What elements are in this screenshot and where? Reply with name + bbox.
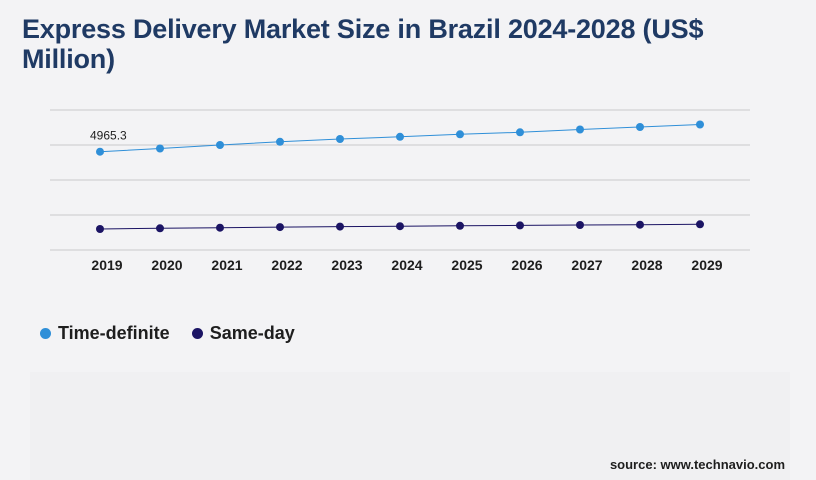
background-panel bbox=[30, 372, 790, 480]
data-point-same-day-2020 bbox=[156, 224, 164, 233]
legend-label-same-day: Same-day bbox=[209, 323, 295, 343]
data-point-same-day-2023 bbox=[336, 222, 344, 231]
x-tick-2023: 2023 bbox=[331, 257, 362, 273]
data-point-same-day-2019 bbox=[96, 225, 104, 233]
x-tick-2020: 2020 bbox=[151, 257, 182, 273]
chart-title: Express Delivery Market Size in Brazil 2… bbox=[22, 14, 704, 74]
data-point-time-definite-2027 bbox=[576, 125, 584, 134]
legend-marker-time-definite bbox=[40, 328, 51, 339]
data-point-time-definite-2026 bbox=[516, 128, 524, 137]
data-point-same-day-2028 bbox=[636, 220, 644, 229]
data-point-same-day-2029 bbox=[696, 220, 704, 229]
legend-item-same-day: Same-day bbox=[191, 323, 295, 344]
x-tick-2022: 2022 bbox=[271, 257, 302, 273]
data-point-time-definite-2028 bbox=[636, 123, 644, 131]
data-point-time-definite-2029 bbox=[696, 120, 704, 129]
x-tick-2024: 2024 bbox=[391, 257, 422, 273]
x-tick-2029: 2029 bbox=[691, 257, 722, 273]
data-labels: 4965.3 bbox=[90, 129, 127, 143]
data-point-time-definite-2025 bbox=[456, 130, 464, 139]
data-label-time-definite-2019: 4965.3 bbox=[90, 129, 127, 143]
data-points bbox=[96, 120, 704, 233]
x-tick-2027: 2027 bbox=[571, 257, 602, 273]
x-axis-ticks: 2019 2020 2021 2022 2023 2024 2025 2026 2027 2028… bbox=[91, 257, 722, 273]
data-point-same-day-2025 bbox=[456, 221, 464, 230]
data-point-time-definite-2019 bbox=[96, 147, 104, 156]
data-point-time-definite-2020 bbox=[156, 144, 164, 153]
data-point-time-definite-2023 bbox=[336, 135, 344, 143]
data-point-time-definite-2022 bbox=[276, 137, 284, 146]
x-tick-2026: 2026 bbox=[511, 257, 542, 273]
data-point-time-definite-2021 bbox=[216, 141, 224, 149]
x-tick-2028: 2028 bbox=[631, 257, 662, 273]
legend-item-time-definite: Time-definite bbox=[40, 323, 170, 344]
x-tick-2019: 2019 bbox=[91, 257, 122, 273]
legend: Time-definite Same-day bbox=[40, 323, 295, 344]
data-point-same-day-2022 bbox=[276, 223, 284, 232]
grid-lines bbox=[50, 109, 750, 251]
x-tick-2025: 2025 bbox=[451, 257, 482, 273]
source-credit: source: www.technavio.com bbox=[609, 457, 785, 472]
data-point-same-day-2027 bbox=[576, 221, 584, 229]
data-point-same-day-2024 bbox=[396, 222, 404, 231]
x-tick-2021: 2021 bbox=[211, 257, 242, 273]
line-chart: 4965.3 2019 2020 2021 2022 2023 2024 2025 2026 2… bbox=[50, 109, 750, 273]
data-point-time-definite-2024 bbox=[396, 132, 404, 141]
legend-marker-same-day bbox=[191, 328, 203, 339]
data-point-same-day-2021 bbox=[216, 223, 224, 232]
legend-label-time-definite: Time-definite bbox=[58, 323, 170, 343]
data-point-same-day-2026 bbox=[516, 221, 524, 230]
